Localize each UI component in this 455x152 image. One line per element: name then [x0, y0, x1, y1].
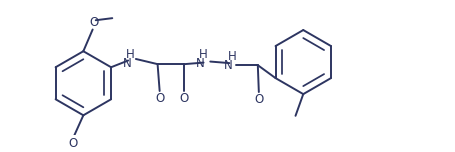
Text: O: O [253, 93, 263, 106]
Text: N: N [223, 59, 232, 72]
Text: H: H [199, 48, 207, 61]
Text: N: N [122, 57, 131, 70]
Text: O: O [155, 92, 164, 105]
Text: O: O [179, 92, 189, 105]
Text: N: N [195, 57, 204, 70]
Text: O: O [89, 16, 98, 29]
Text: H: H [227, 50, 236, 63]
Text: H: H [126, 48, 135, 61]
Text: O: O [68, 137, 77, 150]
